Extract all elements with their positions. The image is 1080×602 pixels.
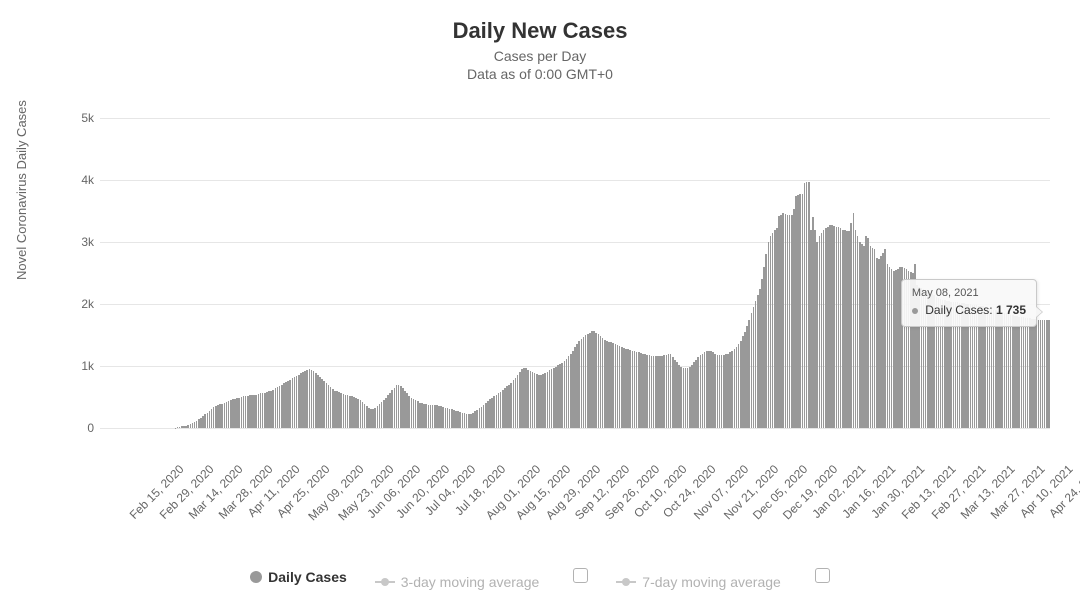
legend-checkbox[interactable] (573, 568, 588, 583)
legend-item[interactable]: Daily Cases (250, 569, 347, 585)
legend-item[interactable]: 7-day moving average (616, 574, 781, 590)
y-tick-label: 0 (60, 421, 94, 435)
tooltip-caret-icon (1036, 306, 1043, 318)
legend-dot-icon (250, 571, 262, 583)
chart-titles: Daily New Cases Cases per Day Data as of… (0, 0, 1080, 82)
legend-line-dot-icon (375, 581, 395, 583)
y-tick-label: 5k (60, 111, 94, 125)
chart-title: Daily New Cases (0, 18, 1080, 44)
y-axis-title: Novel Coronavirus Daily Cases (14, 100, 29, 280)
legend-line-dot-icon (616, 581, 636, 583)
legend-label: Daily Cases (268, 569, 347, 585)
chart-container: Daily New Cases Cases per Day Data as of… (0, 0, 1080, 602)
tooltip: May 08, 2021 Daily Cases: 1 735 (901, 279, 1037, 326)
tooltip-value: 1 735 (996, 303, 1026, 317)
legend: Daily Cases 3-day moving average 7-day mov… (0, 568, 1080, 590)
x-axis-labels: Feb 15, 2020Feb 29, 2020Mar 14, 2020Mar … (100, 448, 1050, 558)
legend-checkbox[interactable] (815, 568, 830, 583)
legend-label: 3-day moving average (401, 574, 540, 590)
tooltip-series-dot (912, 308, 918, 314)
tooltip-date: May 08, 2021 (912, 286, 1026, 301)
tooltip-series-label: Daily Cases: (925, 303, 992, 317)
plot-area[interactable]: 01k2k3k4k5k (100, 118, 1050, 428)
chart-subtitle-2: Data as of 0:00 GMT+0 (0, 66, 1080, 82)
chart-subtitle-1: Cases per Day (0, 48, 1080, 64)
legend-checkbox-wrap (567, 568, 588, 583)
legend-item[interactable]: 3-day moving average (375, 574, 540, 590)
bar[interactable] (1048, 320, 1050, 428)
y-tick-label: 3k (60, 235, 94, 249)
tooltip-row: Daily Cases: 1 735 (912, 302, 1026, 319)
grid-line (100, 428, 1050, 429)
y-tick-label: 1k (60, 359, 94, 373)
legend-checkbox-wrap (809, 568, 830, 583)
y-tick-label: 4k (60, 173, 94, 187)
bars (100, 118, 1050, 428)
y-tick-label: 2k (60, 297, 94, 311)
legend-label: 7-day moving average (642, 574, 781, 590)
